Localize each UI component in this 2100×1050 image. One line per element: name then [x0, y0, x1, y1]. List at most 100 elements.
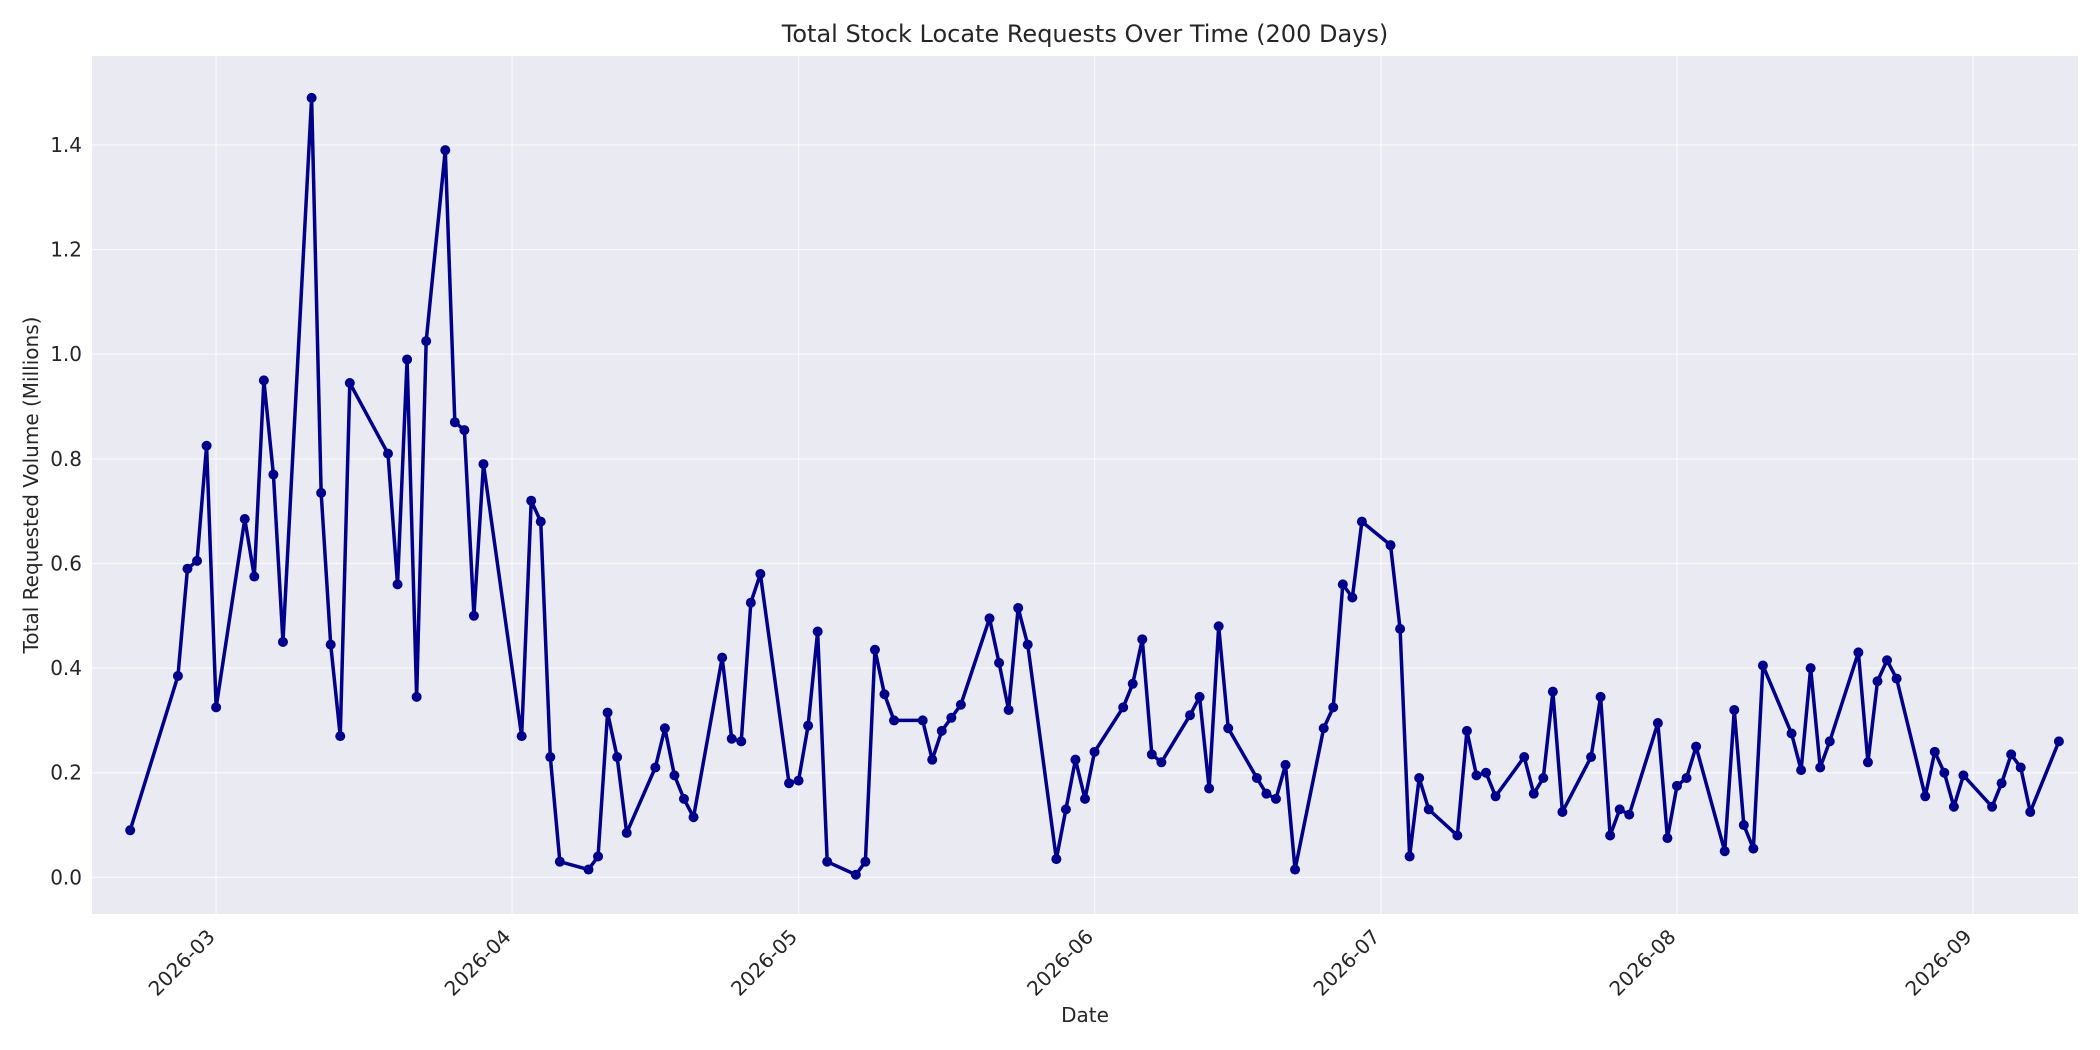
data-point: [249, 571, 260, 582]
data-point: [1929, 746, 1940, 757]
data-point: [306, 92, 317, 103]
data-point: [1490, 791, 1501, 802]
data-point: [211, 702, 222, 713]
data-point: [392, 579, 403, 590]
data-point: [516, 731, 527, 742]
data-point: [1939, 767, 1950, 778]
data-point: [449, 417, 460, 428]
data-point: [1691, 741, 1702, 752]
data-point: [1185, 710, 1196, 721]
data-point: [946, 712, 957, 723]
y-tick-label: 0.8: [50, 447, 82, 471]
data-point: [1423, 804, 1434, 815]
data-point: [2015, 762, 2026, 773]
data-point: [1815, 762, 1826, 773]
data-point: [125, 825, 136, 836]
data-point: [755, 568, 766, 579]
data-point: [1051, 854, 1062, 865]
data-point: [612, 752, 623, 763]
data-point: [1060, 804, 1071, 815]
data-point: [1605, 830, 1616, 841]
data-point: [1022, 639, 1033, 650]
data-point: [2053, 736, 2064, 747]
data-point: [1958, 770, 1969, 781]
data-point: [1805, 663, 1816, 674]
data-point: [1481, 767, 1492, 778]
data-point: [1213, 621, 1224, 632]
chart-title: Total Stock Locate Requests Over Time (2…: [781, 20, 1388, 48]
data-point: [421, 336, 432, 347]
data-point: [1996, 778, 2007, 789]
data-point: [172, 670, 183, 681]
data-point: [258, 375, 269, 386]
data-point: [1538, 772, 1549, 783]
data-point: [1719, 846, 1730, 857]
data-point: [822, 856, 833, 867]
data-point: [994, 657, 1005, 668]
data-point: [411, 691, 422, 702]
data-point: [1251, 772, 1262, 783]
data-point: [1270, 793, 1281, 804]
data-point: [1461, 725, 1472, 736]
y-tick-label: 1.4: [50, 133, 82, 157]
data-point: [1614, 804, 1625, 815]
data-point: [1471, 770, 1482, 781]
data-point: [869, 644, 880, 655]
data-point: [669, 770, 680, 781]
data-point: [1003, 704, 1014, 715]
data-point: [1070, 754, 1081, 765]
data-point: [1118, 702, 1129, 713]
data-point: [335, 731, 346, 742]
data-point: [1452, 830, 1463, 841]
data-point: [621, 827, 632, 838]
data-point: [736, 736, 747, 747]
data-point: [1318, 723, 1329, 734]
data-point: [182, 563, 193, 574]
data-point: [860, 856, 871, 867]
data-point: [1395, 623, 1406, 634]
data-point: [1280, 759, 1291, 770]
data-point: [812, 626, 823, 637]
data-point: [1681, 772, 1692, 783]
y-tick-label: 0.0: [50, 865, 82, 889]
data-point: [1328, 702, 1339, 713]
y-tick-label: 0.2: [50, 761, 82, 785]
y-axis: 0.0 0.2 0.4 0.6 0.8 1.0 1.2 1.4: [50, 133, 82, 889]
data-point: [1385, 540, 1396, 551]
data-point: [192, 555, 203, 566]
data-point: [1013, 602, 1024, 613]
data-point: [1127, 678, 1138, 689]
data-point: [535, 516, 546, 527]
data-point: [726, 733, 737, 744]
data-point: [803, 720, 814, 731]
data-point: [602, 707, 613, 718]
data-point: [678, 793, 689, 804]
y-tick-label: 0.6: [50, 551, 82, 575]
data-point: [478, 459, 489, 470]
data-point: [1156, 757, 1167, 768]
x-axis-label: Date: [1061, 1003, 1109, 1027]
data-point: [1528, 788, 1539, 799]
data-point: [1738, 820, 1749, 831]
data-point: [889, 715, 900, 726]
data-point: [325, 639, 336, 650]
y-tick-label: 1.2: [50, 238, 82, 262]
data-point: [1146, 749, 1157, 760]
data-point: [277, 636, 288, 647]
data-point: [440, 145, 451, 156]
data-point: [1194, 691, 1205, 702]
y-axis-label: Total Requested Volume (Millions): [19, 317, 43, 655]
data-point: [650, 762, 661, 773]
data-point: [1862, 757, 1873, 768]
y-tick-label: 0.4: [50, 656, 82, 680]
data-point: [1223, 723, 1234, 734]
data-point: [1347, 592, 1358, 603]
data-point: [1404, 851, 1415, 862]
data-point: [1920, 791, 1931, 802]
data-point: [1872, 676, 1883, 687]
data-point: [1414, 772, 1425, 783]
data-point: [239, 514, 250, 525]
data-point: [1671, 780, 1682, 791]
data-point: [1729, 704, 1740, 715]
data-point: [593, 851, 604, 862]
